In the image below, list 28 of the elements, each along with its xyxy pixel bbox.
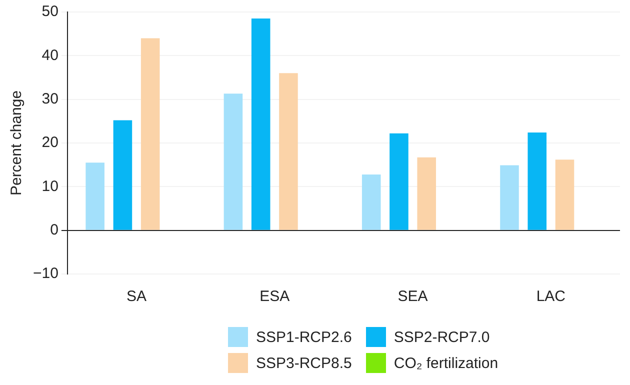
x-tick-label: LAC [536, 288, 566, 306]
bar [362, 174, 381, 230]
bar [528, 132, 547, 230]
bar [140, 38, 160, 230]
y-axis-title: Percent change [8, 90, 26, 196]
x-tick-label: SEA [398, 288, 428, 306]
y-tick-label: −10 [32, 265, 58, 282]
bar [86, 162, 104, 230]
y-tick-label: 50 [42, 3, 58, 20]
x-tick-label: SA [126, 288, 147, 306]
y-tick-label: 30 [42, 90, 58, 108]
legend-label: SSP3-RCP8.5 [256, 354, 352, 372]
y-tick-label: 20 [42, 134, 58, 152]
bar [390, 133, 408, 230]
bar [500, 165, 519, 230]
legend-label: CO₂ fertilization [394, 354, 498, 372]
legend-label: SSP1-RCP2.6 [256, 328, 352, 346]
legend-label: SSP2-RCP7.0 [394, 328, 490, 346]
x-tick-label: ESA [260, 288, 290, 306]
bar [113, 120, 132, 230]
bar [555, 160, 574, 230]
y-tick-label: 10 [42, 178, 58, 195]
bar [251, 18, 270, 230]
y-tick-label: 40 [42, 46, 58, 64]
bar [279, 73, 298, 230]
y-tick-label: 0 [50, 221, 58, 238]
bar [417, 157, 436, 230]
bar [224, 94, 243, 230]
